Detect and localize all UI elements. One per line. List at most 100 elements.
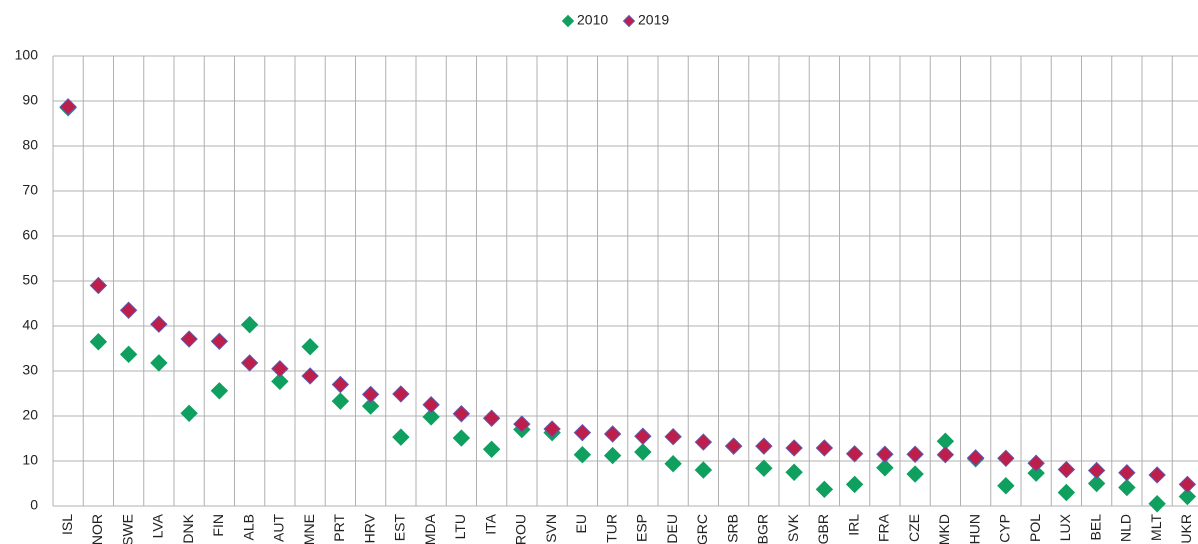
legend-label: 2010 [577,12,608,28]
marker [180,404,198,423]
x-tick-label: LTU [452,514,468,539]
marker [482,440,501,459]
x-tick-label: ROU [513,514,529,544]
x-tick-label: HRV [361,513,377,543]
marker [1087,461,1106,480]
marker [1148,495,1166,513]
marker [1087,474,1106,493]
marker [906,465,924,483]
x-tick-label: DNK [180,513,196,543]
y-tick-label: 50 [22,272,38,288]
marker [755,459,773,477]
y-tick-label: 0 [30,497,38,513]
marker [210,382,229,400]
marker [1057,460,1076,479]
x-tick-label: SVN [543,514,559,543]
x-tick-label: TUR [603,514,619,543]
marker [89,333,108,351]
marker [997,477,1015,495]
marker [1118,478,1136,497]
x-tick-label: MKD [936,514,952,544]
x-tick-label: DEU [664,514,680,544]
y-tick-label: 30 [22,362,38,378]
x-tick-label: NOR [89,514,105,544]
marker [331,392,350,410]
y-tick-label: 60 [22,227,38,243]
marker [543,420,561,438]
marker [301,367,319,385]
marker [815,439,834,457]
marker [694,461,713,479]
marker [603,425,622,443]
y-tick-label: 70 [22,182,38,198]
marker [997,449,1015,468]
marker [119,345,138,364]
marker [1027,454,1045,472]
y-tick-label: 40 [22,317,38,333]
x-tick-label: SVK [785,513,801,542]
marker [815,480,834,499]
x-tick-label: NLD [1118,514,1134,542]
legend-label: 2019 [638,12,669,28]
marker [271,372,289,391]
x-tick-label: MNE [301,514,317,544]
marker [1148,466,1166,484]
x-tick-label: HUN [966,514,982,544]
x-tick-label: LUX [1057,513,1073,541]
marker [755,437,773,455]
marker [1118,463,1136,482]
x-tick-label: POL [1027,514,1043,542]
marker [119,301,138,319]
marker [482,409,501,427]
marker [785,463,803,481]
x-tick-label: SWE [119,514,135,544]
x-tick-label: ITA [482,513,498,534]
x-tick-label: ISL [59,514,75,535]
marker [785,439,803,457]
x-tick-label: CZE [906,514,922,542]
marker [452,429,471,447]
marker [301,337,319,356]
marker [634,443,652,461]
x-tick-label: EU [573,514,589,533]
x-tick-label: BEL [1087,514,1103,541]
x-tick-label: CYP [997,514,1013,543]
marker [422,408,440,426]
x-tick-label: GBR [815,514,831,544]
marker [89,276,108,295]
marker [1178,475,1197,494]
marker [845,445,864,463]
marker [452,405,471,423]
marker [966,449,985,467]
x-tick-label: IRL [845,514,861,536]
marker [724,437,743,455]
marker [361,397,380,415]
x-tick-label: ESP [634,514,650,542]
legend-marker [561,14,575,28]
x-tick-label: PRT [331,514,347,542]
y-tick-label: 20 [22,407,38,423]
x-tick-label: FIN [210,514,226,537]
y-tick-label: 90 [22,92,38,108]
marker [59,98,77,116]
marker [573,445,592,464]
marker [331,375,350,394]
x-tick-label: ALB [240,514,256,540]
marker [573,423,592,442]
marker [845,475,864,494]
marker [240,315,259,334]
marker [240,354,259,372]
marker [361,385,380,404]
marker [664,454,682,473]
x-tick-label: FRA [876,513,892,542]
marker [150,354,168,372]
marker [664,427,682,446]
marker [150,315,168,333]
y-tick-label: 100 [15,47,39,63]
y-tick-label: 10 [22,452,38,468]
marker [210,332,229,351]
marker [876,445,894,463]
marker [180,330,198,348]
